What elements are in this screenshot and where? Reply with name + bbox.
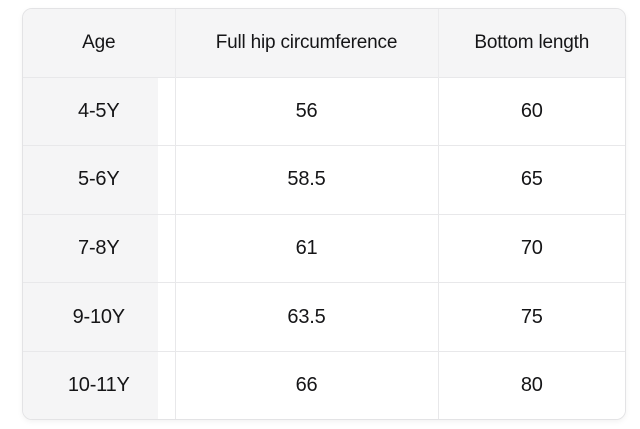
cell-full_hip_circumference: 56 [175, 76, 439, 146]
column-header-age: Age [23, 9, 176, 77]
column-header-bottom_length: Bottom length [438, 9, 625, 77]
table-row: 10-11Y 66 80 [23, 350, 625, 419]
cell-age: 10-11Y [23, 350, 176, 419]
table-header: Age Full hip circumference Bottom length [23, 9, 625, 77]
size-chart-table: Age Full hip circumference Bottom length 4… [23, 9, 625, 419]
table-header-row: Age Full hip circumference Bottom length [23, 9, 625, 77]
cell-full_hip_circumference: 66 [175, 350, 439, 419]
cell-bottom_length: 80 [438, 350, 625, 419]
table-row: 7-8Y 61 70 [23, 213, 625, 283]
cell-bottom_length: 65 [438, 145, 625, 215]
cell-full_hip_circumference: 61 [175, 213, 439, 283]
table-row: 5-6Y 58.5 65 [23, 145, 625, 215]
cell-age: 5-6Y [23, 145, 176, 215]
cell-bottom_length: 60 [438, 76, 625, 146]
table-row: 9-10Y 63.5 75 [23, 282, 625, 352]
cell-age: 7-8Y [23, 213, 176, 283]
table-body: 4-5Y 56 60 5-6Y 58.5 65 7-8Y 61 70 9-10Y 63.5 75 10-… [23, 76, 625, 419]
cell-age: 4-5Y [23, 76, 176, 146]
size-chart-card: Age Full hip circumference Bottom length 4… [22, 8, 626, 420]
cell-full_hip_circumference: 58.5 [175, 145, 439, 215]
cell-age: 9-10Y [23, 282, 176, 352]
table-row: 4-5Y 56 60 [23, 76, 625, 146]
cell-bottom_length: 70 [438, 213, 625, 283]
column-header-full_hip_circumference: Full hip circumference [175, 9, 439, 77]
cell-bottom_length: 75 [438, 282, 625, 352]
cell-full_hip_circumference: 63.5 [175, 282, 439, 352]
